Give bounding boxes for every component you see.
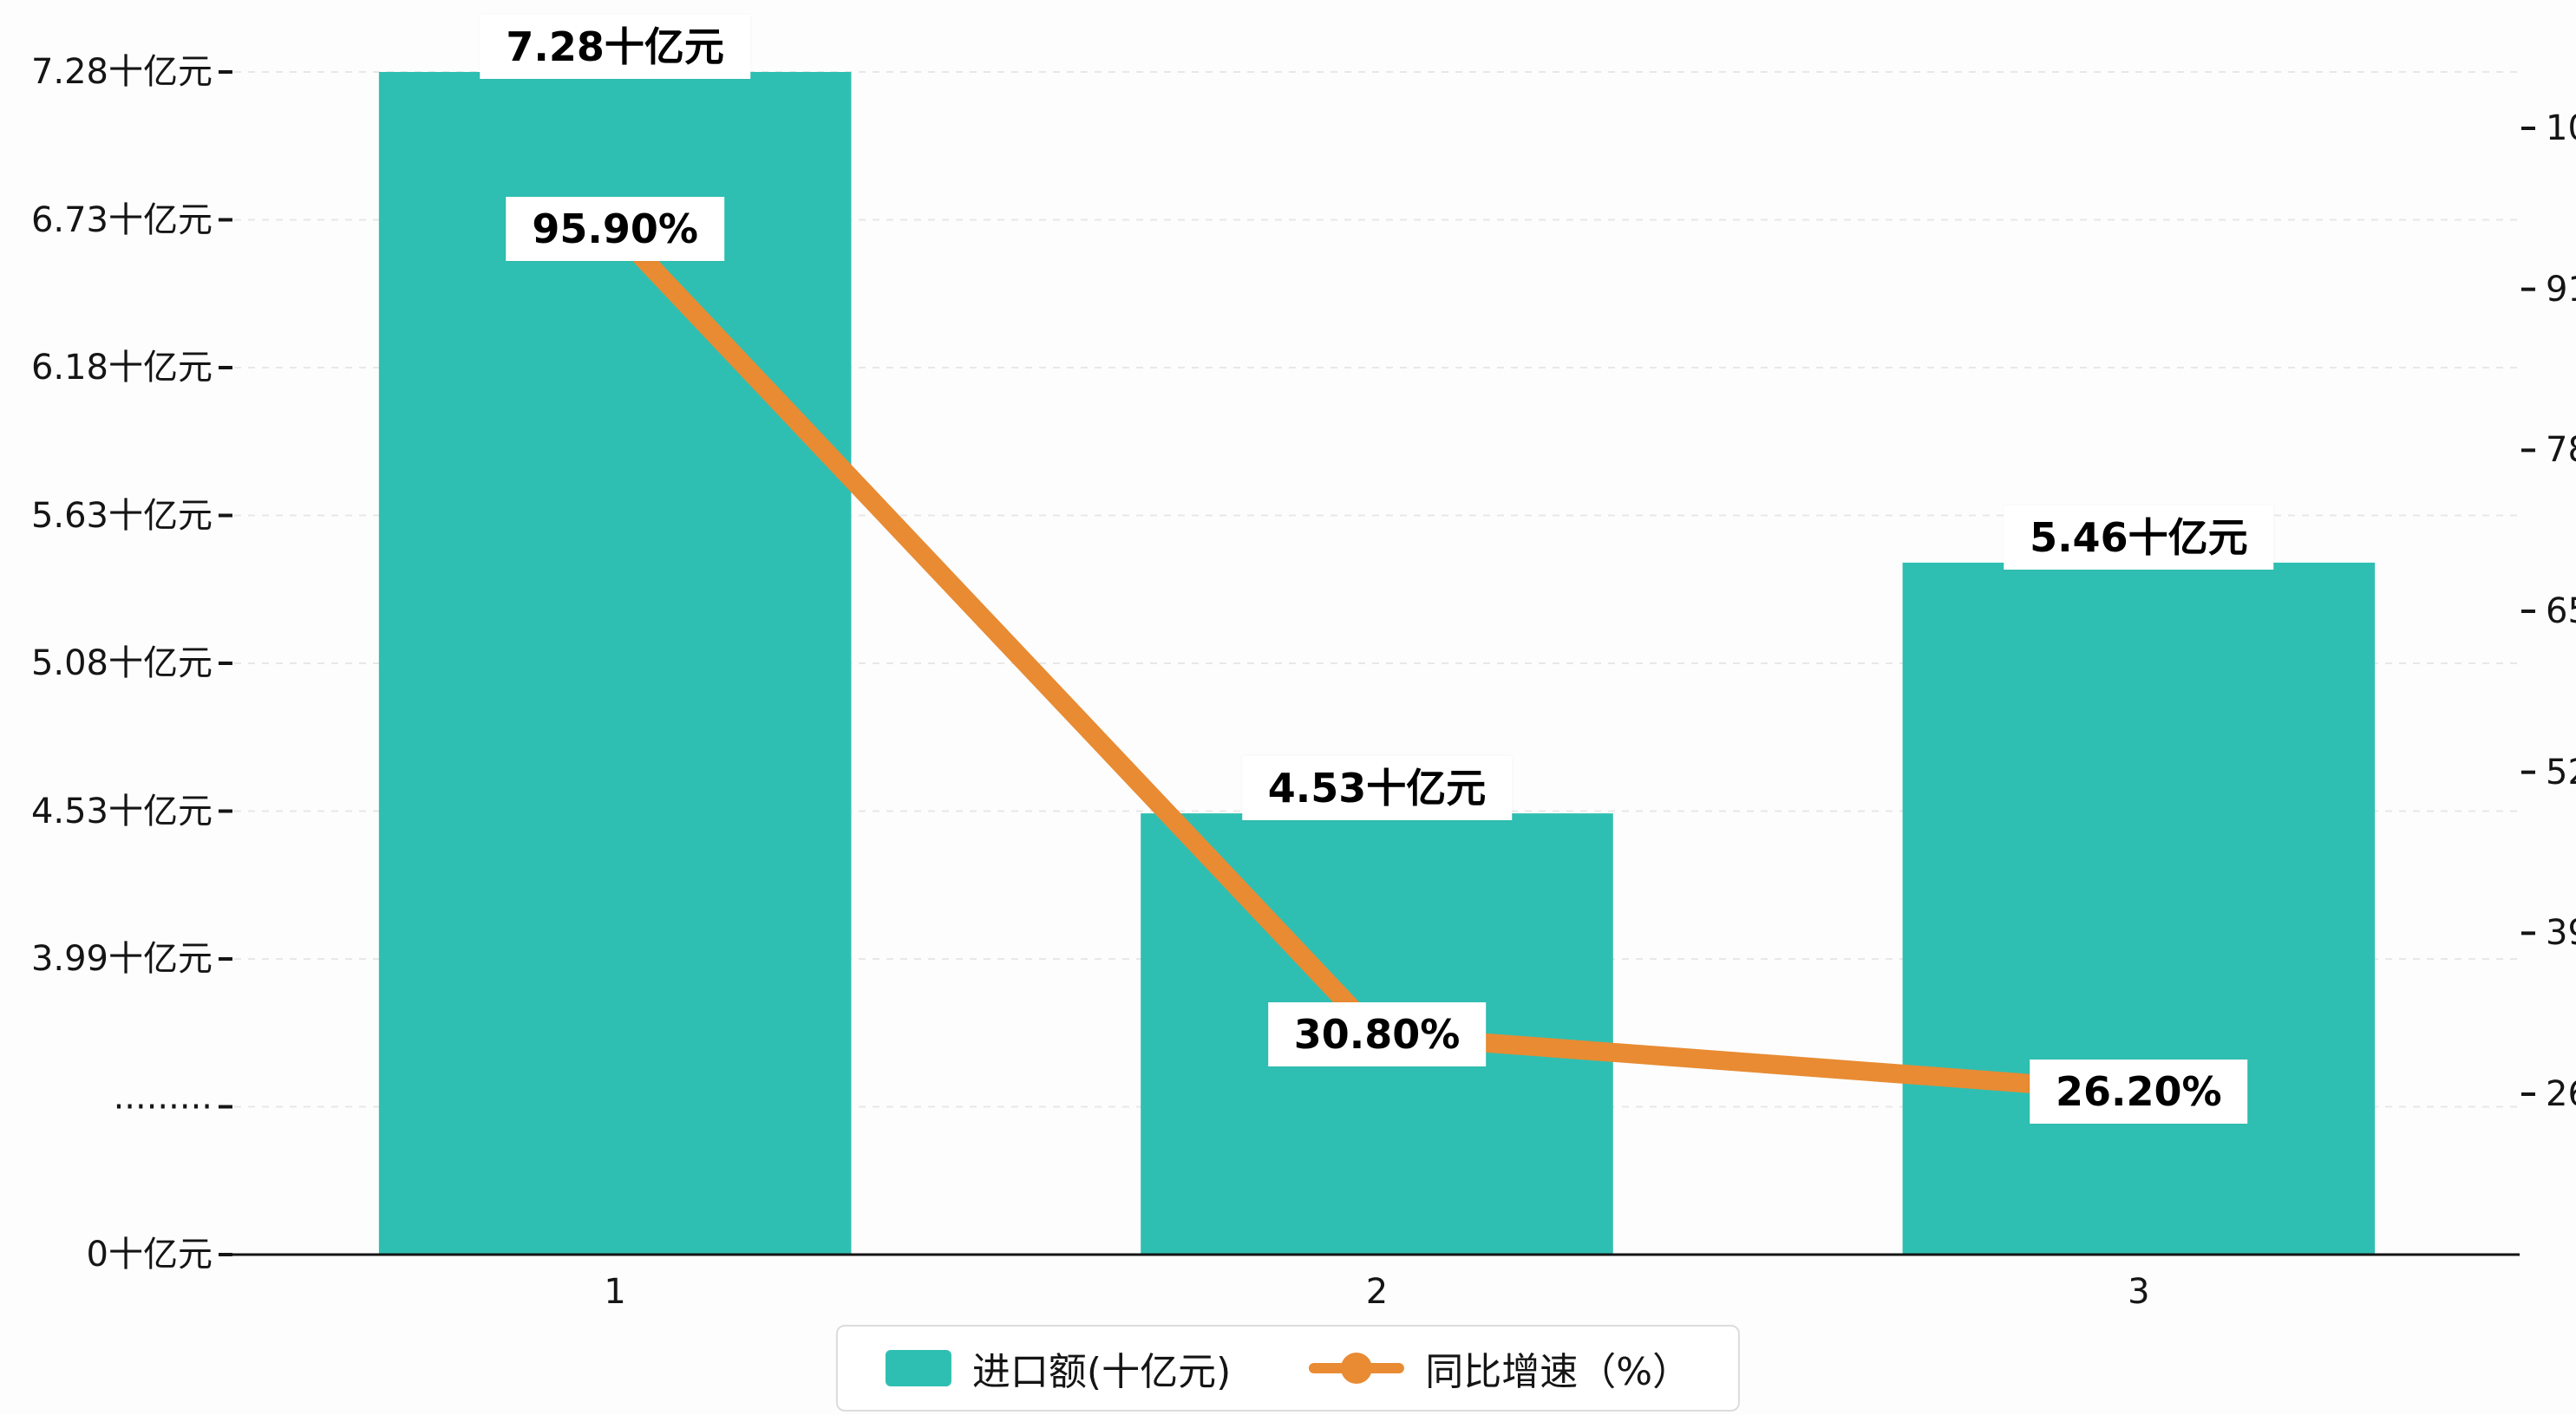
legend-label: 同比增速（%）: [1425, 1350, 1691, 1394]
legend-label: 进口额(十亿元): [971, 1350, 1232, 1394]
bar-category-1[interactable]: [378, 72, 852, 1255]
legend: 进口额(十亿元) 同比增速（%）: [835, 1325, 1741, 1412]
line-point-2[interactable]: [1363, 1020, 1391, 1049]
legend-item-line-series[interactable]: 同比增速（%）: [1309, 1340, 1690, 1396]
line-point-1[interactable]: [601, 214, 630, 243]
legend-line-dot-icon: [1341, 1353, 1373, 1384]
legend-bar-swatch-icon: [885, 1350, 951, 1386]
legend-line-swatch-icon: [1309, 1353, 1405, 1384]
bar-category-3[interactable]: [1902, 562, 2376, 1255]
legend-item-bar-series[interactable]: 进口额(十亿元): [885, 1340, 1232, 1396]
line-point-3[interactable]: [2124, 1078, 2153, 1106]
